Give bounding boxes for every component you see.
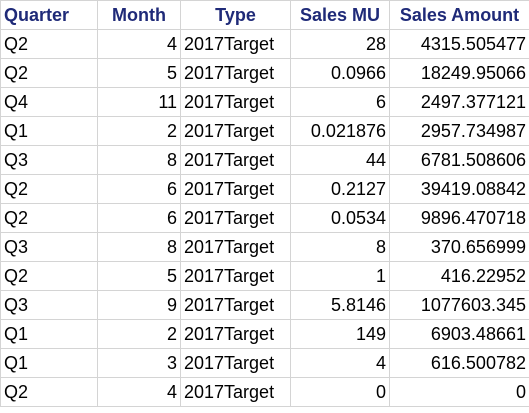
cell-sales-amount[interactable]: 9896.470718: [389, 203, 529, 233]
cell-quarter[interactable]: Q3: [0, 232, 98, 262]
cell-sales-mu[interactable]: 5.8146: [290, 290, 390, 320]
column-header-sales-mu[interactable]: Sales MU: [290, 0, 390, 30]
cell-quarter[interactable]: Q3: [0, 145, 98, 175]
cell-type[interactable]: 2017Target: [180, 58, 291, 88]
cell-month[interactable]: 9: [97, 290, 181, 320]
column-header-type[interactable]: Type: [180, 0, 291, 30]
cell-sales-mu[interactable]: 0.2127: [290, 174, 390, 204]
cell-sales-mu[interactable]: 44: [290, 145, 390, 175]
cell-month[interactable]: 5: [97, 261, 181, 291]
cell-sales-amount[interactable]: 6903.48661: [389, 319, 529, 349]
cell-sales-mu[interactable]: 8: [290, 232, 390, 262]
table-row: Q3 9 2017Target 5.8146 1077603.345: [0, 290, 529, 320]
cell-month[interactable]: 4: [97, 377, 181, 407]
cell-sales-mu[interactable]: 4: [290, 348, 390, 378]
table-row: Q2 4 2017Target 0 0: [0, 377, 529, 407]
cell-sales-mu[interactable]: 149: [290, 319, 390, 349]
cell-type[interactable]: 2017Target: [180, 377, 291, 407]
cell-quarter[interactable]: Q2: [0, 261, 98, 291]
cell-type[interactable]: 2017Target: [180, 348, 291, 378]
cell-month[interactable]: 6: [97, 174, 181, 204]
cell-quarter[interactable]: Q1: [0, 348, 98, 378]
table-row: Q2 6 2017Target 0.2127 39419.08842: [0, 174, 529, 204]
table-row: Q4 11 2017Target 6 2497.377121: [0, 87, 529, 117]
cell-month[interactable]: 8: [97, 145, 181, 175]
cell-sales-mu[interactable]: 6: [290, 87, 390, 117]
cell-type[interactable]: 2017Target: [180, 203, 291, 233]
cell-sales-amount[interactable]: 2497.377121: [389, 87, 529, 117]
cell-type[interactable]: 2017Target: [180, 87, 291, 117]
cell-quarter[interactable]: Q1: [0, 116, 98, 146]
table-row: Q3 8 2017Target 44 6781.508606: [0, 145, 529, 175]
column-header-quarter[interactable]: Quarter: [0, 0, 98, 30]
cell-type[interactable]: 2017Target: [180, 116, 291, 146]
cell-sales-amount[interactable]: 370.656999: [389, 232, 529, 262]
cell-sales-amount[interactable]: 416.22952: [389, 261, 529, 291]
cell-type[interactable]: 2017Target: [180, 174, 291, 204]
table-row: Q3 8 2017Target 8 370.656999: [0, 232, 529, 262]
cell-sales-amount[interactable]: 616.500782: [389, 348, 529, 378]
table-row: Q2 4 2017Target 28 4315.505477: [0, 29, 529, 59]
cell-quarter[interactable]: Q3: [0, 290, 98, 320]
table-row: Q2 5 2017Target 0.0966 18249.95066: [0, 58, 529, 88]
cell-quarter[interactable]: Q2: [0, 377, 98, 407]
cell-quarter[interactable]: Q2: [0, 58, 98, 88]
cell-sales-amount[interactable]: 2957.734987: [389, 116, 529, 146]
cell-type[interactable]: 2017Target: [180, 261, 291, 291]
cell-quarter[interactable]: Q2: [0, 29, 98, 59]
table-row: Q1 2 2017Target 149 6903.48661: [0, 319, 529, 349]
cell-sales-amount[interactable]: 4315.505477: [389, 29, 529, 59]
cell-quarter[interactable]: Q1: [0, 319, 98, 349]
cell-month[interactable]: 8: [97, 232, 181, 262]
cell-type[interactable]: 2017Target: [180, 29, 291, 59]
cell-quarter[interactable]: Q4: [0, 87, 98, 117]
cell-month[interactable]: 5: [97, 58, 181, 88]
table-row: Q1 3 2017Target 4 616.500782: [0, 348, 529, 378]
column-header-month[interactable]: Month: [97, 0, 181, 30]
cell-sales-amount[interactable]: 18249.95066: [389, 58, 529, 88]
cell-month[interactable]: 3: [97, 348, 181, 378]
header-row-group: Quarter Month Type Sales MU Sales Amount: [0, 0, 529, 30]
table-row: Q1 2 2017Target 0.021876 2957.734987: [0, 116, 529, 146]
table-body: Q2 4 2017Target 28 4315.505477 Q2 5 2017Target 0…: [0, 29, 529, 407]
cell-quarter[interactable]: Q2: [0, 174, 98, 204]
table-row: Q2 6 2017Target 0.0534 9896.470718: [0, 203, 529, 233]
column-header-sales-amount[interactable]: Sales Amount: [389, 0, 529, 30]
cell-month[interactable]: 2: [97, 319, 181, 349]
cell-type[interactable]: 2017Target: [180, 319, 291, 349]
cell-sales-amount[interactable]: 1077603.345: [389, 290, 529, 320]
cell-month[interactable]: 11: [97, 87, 181, 117]
cell-type[interactable]: 2017Target: [180, 145, 291, 175]
cell-month[interactable]: 6: [97, 203, 181, 233]
cell-sales-mu[interactable]: 0.0534: [290, 203, 390, 233]
cell-sales-amount[interactable]: 6781.508606: [389, 145, 529, 175]
cell-sales-mu[interactable]: 0: [290, 377, 390, 407]
cell-sales-mu[interactable]: 28: [290, 29, 390, 59]
cell-month[interactable]: 4: [97, 29, 181, 59]
cell-month[interactable]: 2: [97, 116, 181, 146]
cell-sales-amount[interactable]: 39419.08842: [389, 174, 529, 204]
cell-sales-amount[interactable]: 0: [389, 377, 529, 407]
cell-type[interactable]: 2017Target: [180, 232, 291, 262]
cell-sales-mu[interactable]: 0.0966: [290, 58, 390, 88]
cell-sales-mu[interactable]: 0.021876: [290, 116, 390, 146]
header-row: Quarter Month Type Sales MU Sales Amount: [0, 0, 529, 30]
table-row: Q2 5 2017Target 1 416.22952: [0, 261, 529, 291]
cell-sales-mu[interactable]: 1: [290, 261, 390, 291]
cell-quarter[interactable]: Q2: [0, 203, 98, 233]
cell-type[interactable]: 2017Target: [180, 290, 291, 320]
